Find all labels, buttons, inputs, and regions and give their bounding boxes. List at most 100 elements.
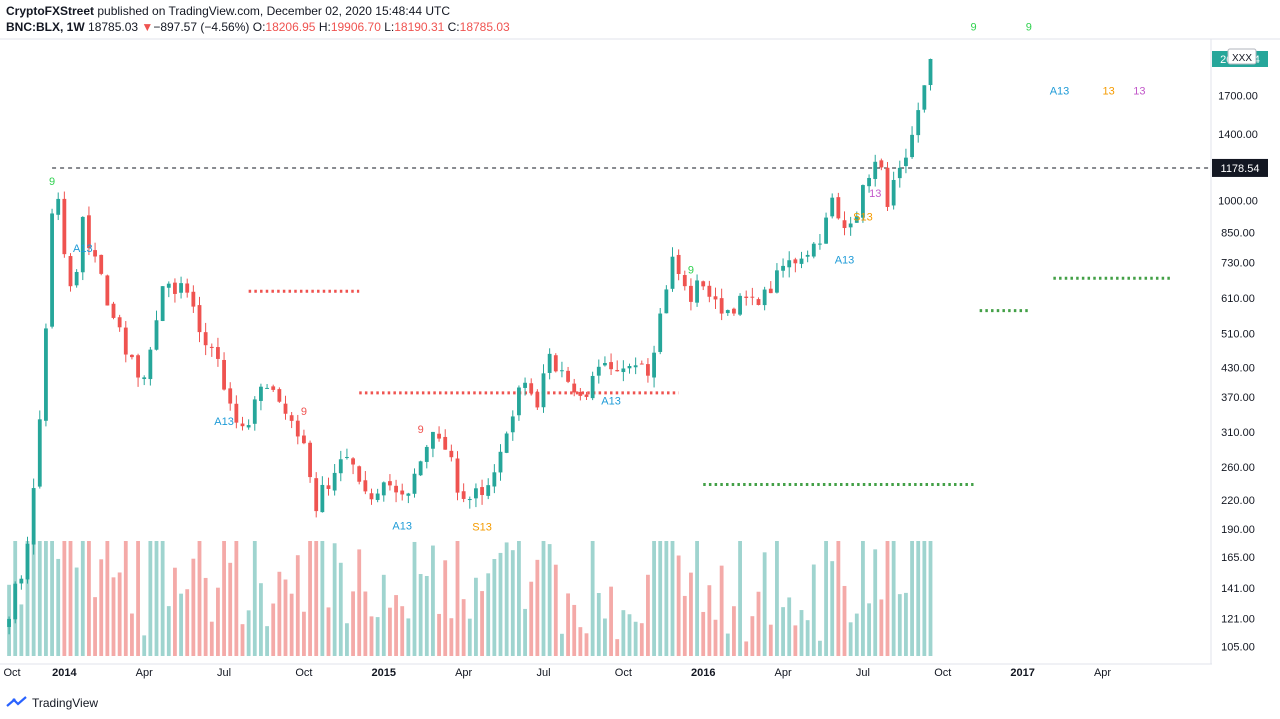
candle [830, 197, 835, 217]
candle [615, 370, 620, 372]
candle [658, 313, 663, 352]
volume-bar [234, 541, 239, 656]
volume-bar [498, 552, 503, 656]
volume-bar [461, 599, 466, 656]
td-label: 9 [301, 406, 307, 418]
candle [271, 386, 276, 390]
volume-bar [467, 618, 472, 656]
volume-bar [50, 541, 54, 656]
volume-bar [424, 576, 429, 656]
candle [369, 493, 374, 500]
volume-bar [510, 550, 515, 656]
volume-bar [811, 564, 816, 656]
candles [7, 58, 933, 635]
volume-bar [252, 541, 257, 656]
candle [25, 543, 30, 580]
note-tag [1227, 48, 1257, 65]
price-tick-label: 510.00 [1221, 329, 1255, 341]
volume-bar [738, 541, 742, 656]
volume-bar [744, 641, 749, 656]
candle [621, 368, 626, 373]
candle [449, 450, 454, 458]
volume-bar [283, 579, 288, 656]
td-label: A13 [392, 521, 412, 533]
candle [228, 388, 233, 404]
candle [781, 265, 785, 271]
volume-bar [486, 573, 491, 656]
candle [498, 451, 503, 473]
volume-bar [836, 541, 841, 656]
candle [68, 256, 73, 287]
price-tick-label: 1000.00 [1218, 195, 1258, 207]
candle [590, 375, 595, 399]
td-label: 9 [1026, 22, 1032, 34]
candle [375, 493, 380, 500]
price-axis: 1700.00 1400.00 1000.00 850.00 730.00 610.00 5… [1212, 48, 1268, 653]
time-tick-label: Oct [934, 667, 951, 679]
volume-bar [756, 591, 761, 656]
volume-bar [87, 541, 91, 656]
volume-bar [111, 577, 116, 656]
volume-bar [547, 544, 552, 656]
volume-bars [7, 541, 933, 656]
volume-bar [320, 541, 325, 656]
time-tick-label: 2016 [691, 667, 715, 679]
volume-bar [928, 541, 933, 656]
candle [596, 366, 601, 376]
td-label: 9 [688, 264, 694, 276]
td-label: A13 [214, 416, 234, 428]
candle [277, 389, 282, 402]
candle [179, 283, 183, 293]
volume-bar [197, 541, 202, 656]
volume-bar [504, 542, 509, 656]
volume-bar [130, 613, 134, 656]
candle [99, 254, 104, 274]
time-tick-label: Apr [775, 667, 792, 679]
candle [541, 373, 546, 408]
chart-header: CryptoFXStreet published on TradingView.… [6, 3, 510, 35]
candle [793, 259, 798, 264]
volume-bar [474, 577, 478, 656]
candle [725, 310, 730, 314]
support-resistance-levels [248, 276, 1171, 486]
volume-bar [867, 603, 871, 656]
volume-bar [775, 541, 779, 656]
volume-bar [209, 621, 214, 656]
author-name[interactable]: CryptoFXStreet [6, 4, 95, 18]
price-tick-label: 165.00 [1221, 552, 1255, 564]
symbol-label[interactable]: BNC:BLX, 1W [6, 20, 85, 34]
volume-bar [615, 639, 620, 656]
volume-bar [781, 607, 785, 656]
volume-bar [523, 608, 527, 656]
candle [80, 216, 85, 273]
td-label: A13 [835, 254, 855, 266]
price-tick-label: 850.00 [1221, 228, 1255, 240]
time-tick-label: Oct [3, 667, 20, 679]
volume-bar [646, 574, 650, 656]
candle [517, 387, 521, 416]
candle [922, 85, 927, 110]
candle [891, 179, 896, 206]
volume-bar [74, 567, 79, 656]
tradingview-logo[interactable]: TradingView [6, 694, 98, 712]
volume-bar [449, 618, 454, 656]
price-tick-label: 260.00 [1221, 462, 1255, 474]
volume-bar [910, 541, 914, 656]
td-label: A13 [73, 243, 93, 255]
volume-bar [627, 614, 632, 656]
volume-bar [750, 616, 755, 656]
candle [185, 283, 190, 293]
volume-bar [25, 541, 30, 656]
candle [627, 366, 632, 369]
candle [910, 134, 914, 158]
price-tick-label: 310.00 [1221, 427, 1255, 439]
time-tick-label: Oct [295, 667, 312, 679]
price-tick-label: 1700.00 [1218, 90, 1258, 102]
candle [289, 415, 294, 421]
volume-bar [609, 586, 613, 656]
volume-bar [596, 593, 601, 656]
volume-bar [185, 589, 190, 656]
price-tick-label: 220.00 [1221, 495, 1255, 507]
td-label: 9 [418, 424, 424, 436]
